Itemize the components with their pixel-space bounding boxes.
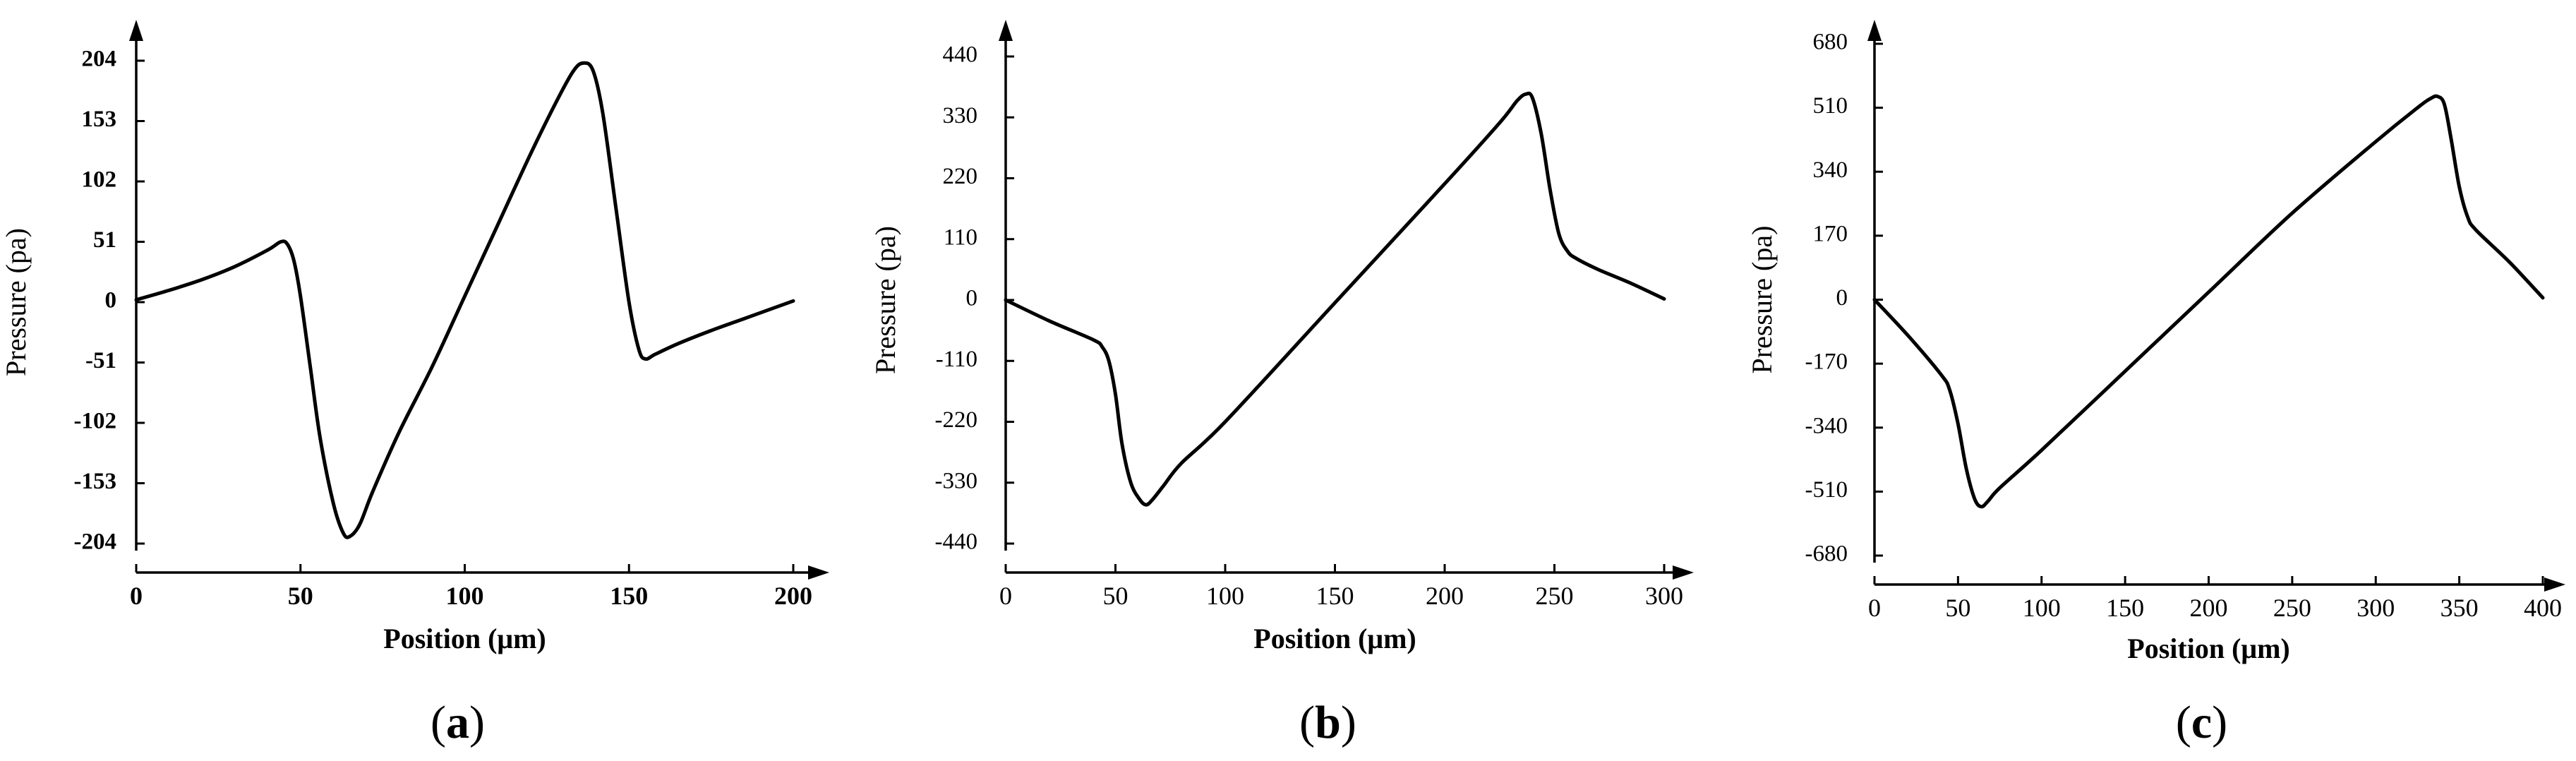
panel-label: (a) (431, 697, 485, 748)
x-tick-label: 300 (1645, 582, 1683, 610)
y-tick-label: -110 (936, 347, 977, 372)
y-tick-label: 510 (1813, 93, 1848, 119)
x-axis-label: Position (μm) (2127, 633, 2289, 664)
x-tick-label: 250 (2273, 594, 2311, 622)
y-tick-label: -153 (74, 469, 117, 494)
y-tick-label: 680 (1813, 30, 1848, 55)
x-tick-label: 200 (774, 582, 812, 610)
x-axis-label: Position (μm) (383, 623, 546, 654)
x-tick-label: 100 (2023, 594, 2061, 622)
y-axis-arrow (129, 20, 143, 41)
x-tick-label: 200 (2190, 594, 2228, 622)
y-tick-label: -170 (1805, 349, 1848, 375)
x-tick-label: 0 (130, 582, 143, 610)
y-tick-label: -220 (935, 407, 978, 433)
y-tick-label: 340 (1813, 157, 1848, 183)
x-tick-label: 100 (1206, 582, 1244, 610)
y-axis-label: Pressure (pa) (869, 226, 901, 374)
y-tick-label: -440 (935, 529, 978, 555)
y-tick-label: -51 (85, 348, 116, 373)
y-tick-label: 102 (82, 167, 117, 193)
y-tick-label: 330 (943, 103, 978, 128)
y-tick-label: 110 (944, 224, 977, 250)
chart-panel-b: 440 330 220 110 0 -110 -220 -330 -440 0 50 100 150 20… (869, 20, 1694, 748)
x-tick-label: 100 (446, 582, 484, 610)
y-tick-label: -510 (1805, 477, 1848, 503)
y-tick-label: -330 (935, 468, 978, 493)
x-tick-label: 150 (610, 582, 648, 610)
panel-label: (c) (2176, 697, 2227, 748)
x-axis-label: Position (μm) (1253, 623, 1416, 654)
x-tick-label: 400 (2524, 594, 2562, 622)
y-axis-label: Pressure (pa) (0, 228, 32, 376)
series-line-pressure (1004, 91, 1666, 507)
x-axis-arrow (1673, 565, 1694, 580)
x-tick-label: 150 (1316, 582, 1354, 610)
series-line-pressure (1872, 94, 2545, 509)
x-tick-label: 50 (1945, 594, 1970, 622)
x-tick-label: 50 (1103, 582, 1128, 610)
x-tick-label: 0 (999, 582, 1012, 610)
panel-label: (b) (1299, 697, 1356, 748)
y-tick-label: -204 (74, 529, 117, 555)
x-tick-label: 200 (1426, 582, 1464, 610)
y-tick-label: 0 (105, 288, 117, 313)
y-tick-label: 153 (82, 107, 117, 132)
y-tick-label: 204 (82, 47, 117, 72)
y-tick-label: -102 (74, 409, 117, 434)
y-tick-label: -340 (1805, 413, 1848, 438)
y-axis-label: Pressure (pa) (1746, 226, 1778, 374)
y-tick-label: 0 (1836, 285, 1848, 311)
y-tick-label: 440 (943, 42, 978, 68)
x-tick-label: 250 (1536, 582, 1574, 610)
series-line-pressure (134, 61, 795, 539)
x-tick-label: 50 (288, 582, 313, 610)
x-tick-label: 150 (2106, 594, 2144, 622)
x-axis-arrow (2544, 577, 2565, 592)
x-tick-label: 300 (2357, 594, 2395, 622)
y-axis-arrow (999, 20, 1013, 41)
y-axis-arrow (1867, 20, 1882, 41)
y-tick-label: 0 (966, 286, 978, 311)
y-tick-label: 220 (943, 164, 978, 189)
chart-panel-c: 680 510 340 170 0 -170 -340 -510 -680 0 50 100 150 20… (1746, 20, 2565, 748)
x-tick-label: 350 (2440, 594, 2479, 622)
y-tick-label: 170 (1813, 221, 1848, 246)
y-tick-label: 51 (93, 227, 116, 253)
x-axis-arrow (808, 565, 829, 580)
y-tick-label: -680 (1805, 541, 1848, 567)
x-tick-label: 0 (1868, 594, 1881, 622)
chart-panel-a: 204 153 102 51 0 -51 -102 -153 -204 0 50 100 150 200 P… (0, 20, 829, 748)
